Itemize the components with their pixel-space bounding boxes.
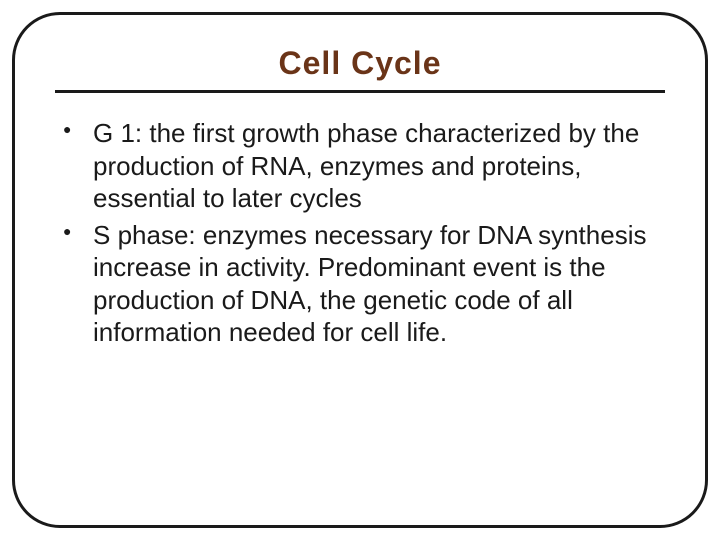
list-item-text: S phase: enzymes necessary for DNA synth… [93,220,646,348]
bullet-list: G 1: the first growth phase characterize… [61,117,659,349]
slide-content: G 1: the first growth phase characterize… [55,117,665,349]
list-item: S phase: enzymes necessary for DNA synth… [61,219,659,349]
title-underline [55,90,665,93]
list-item-text: G 1: the first growth phase characterize… [93,118,639,213]
list-item: G 1: the first growth phase characterize… [61,117,659,215]
slide-title: Cell Cycle [55,45,665,82]
slide-frame: Cell Cycle G 1: the first growth phase c… [12,12,708,528]
